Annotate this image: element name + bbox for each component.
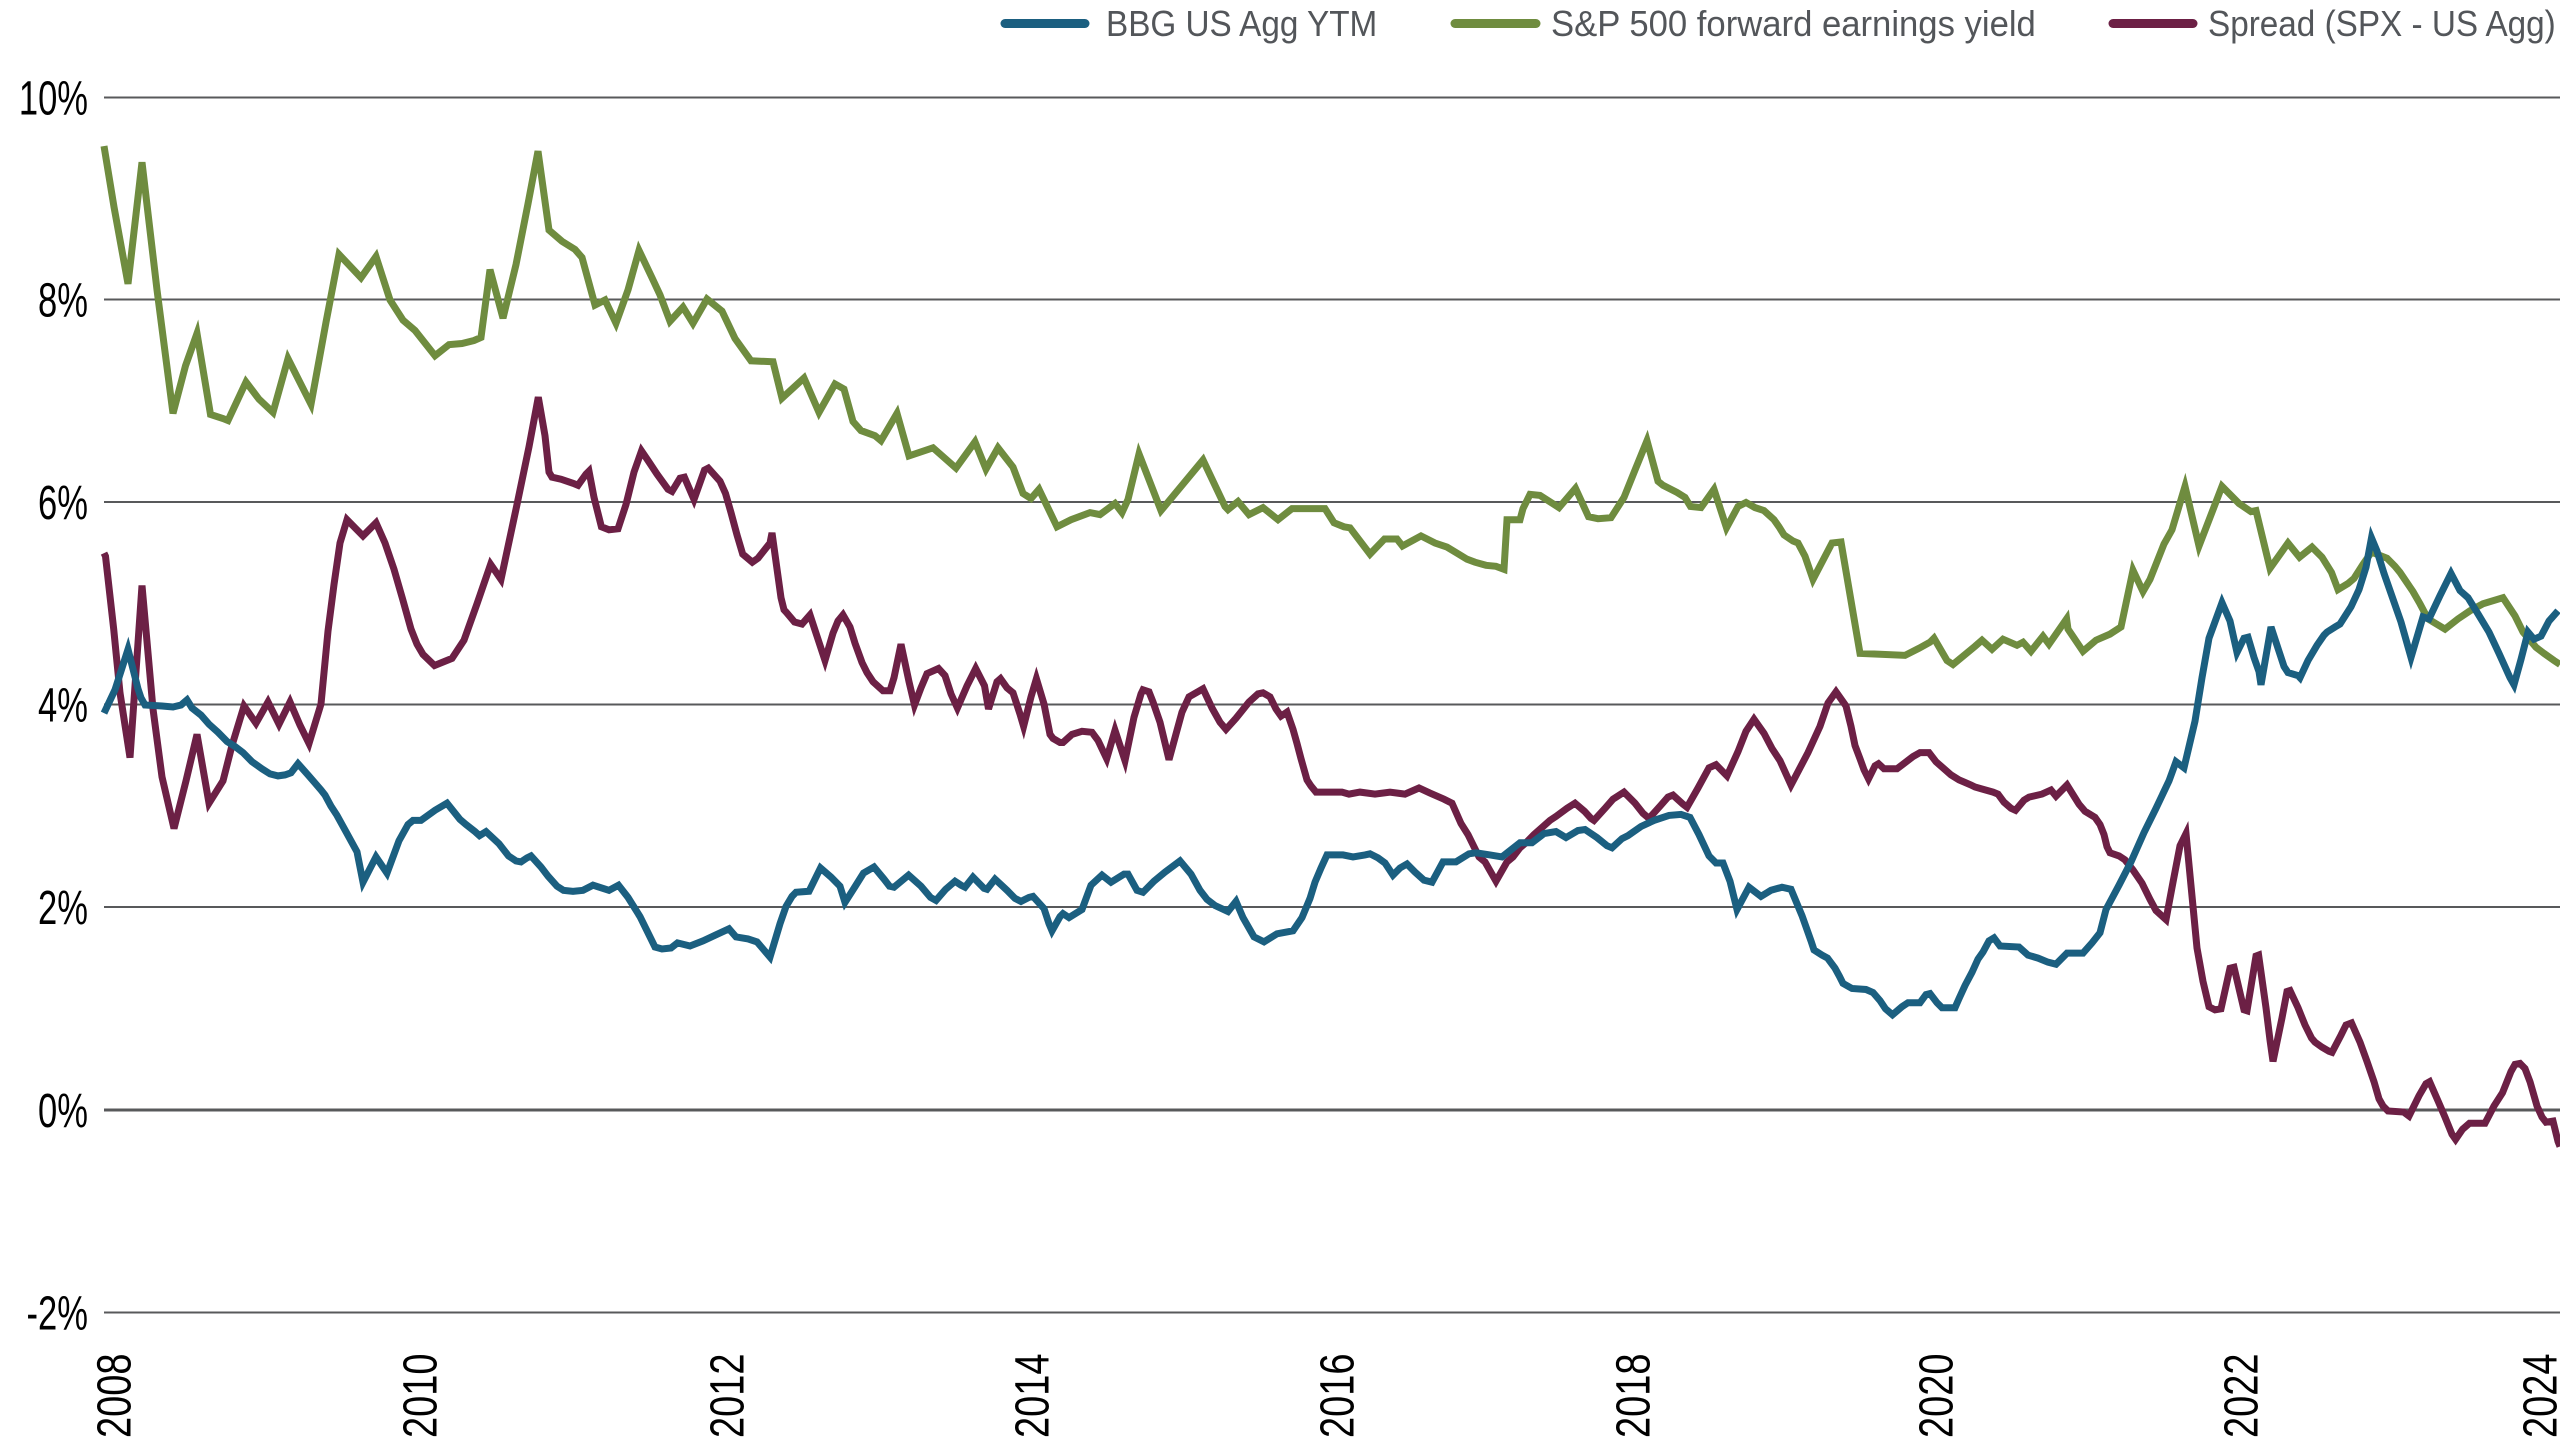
svg-text:BBG US Agg YTM: BBG US Agg YTM	[1106, 5, 1377, 44]
svg-text:S&P 500 forward earnings yield: S&P 500 forward earnings yield	[1551, 4, 2036, 44]
svg-text:2018: 2018	[1607, 1353, 1660, 1438]
svg-text:-2%: -2%	[27, 1286, 88, 1340]
svg-text:2%: 2%	[38, 880, 88, 934]
svg-text:2020: 2020	[1910, 1353, 1963, 1438]
svg-text:8%: 8%	[38, 273, 88, 327]
svg-text:4%: 4%	[38, 678, 88, 732]
svg-text:0%: 0%	[38, 1083, 88, 1137]
svg-text:2022: 2022	[2215, 1353, 2268, 1438]
svg-text:Spread (SPX - US Agg): Spread (SPX - US Agg)	[2208, 5, 2556, 44]
svg-text:2012: 2012	[701, 1353, 754, 1438]
svg-text:10%: 10%	[19, 71, 88, 125]
svg-text:2016: 2016	[1311, 1353, 1364, 1438]
svg-text:2024: 2024	[2514, 1353, 2560, 1438]
svg-text:2010: 2010	[394, 1353, 447, 1438]
svg-text:6%: 6%	[38, 475, 88, 529]
svg-text:2014: 2014	[1006, 1353, 1059, 1438]
svg-text:2008: 2008	[88, 1353, 141, 1438]
